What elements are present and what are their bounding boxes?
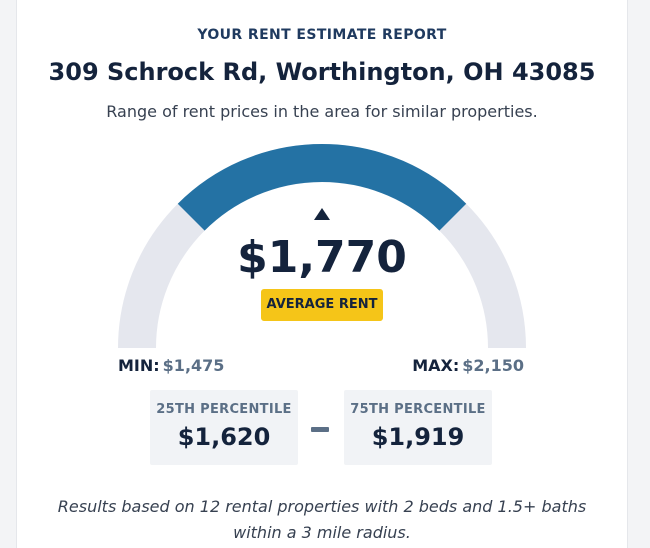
- percentile-25-value: $1,620: [177, 423, 271, 451]
- report-subtitle: Range of rent prices in the area for sim…: [106, 102, 538, 121]
- range-dash: [311, 427, 329, 432]
- percentile-75-value: $1,919: [371, 423, 465, 451]
- min-label: MIN:: [118, 356, 160, 375]
- min-rent: MIN: $1,475: [118, 356, 224, 375]
- percentile-75-label: 75TH PERCENTILE: [350, 402, 486, 417]
- average-marker-icon: [314, 208, 330, 220]
- footnote-line-2: within a 3 mile radius.: [233, 523, 411, 542]
- percentile-25-box: 25TH PERCENTILE $1,620: [150, 390, 298, 465]
- footnote-line-1: Results based on 12 rental properties wi…: [57, 497, 587, 516]
- rent-gauge: [118, 144, 526, 349]
- percentile-25-label: 25TH PERCENTILE: [156, 402, 292, 417]
- max-value: $2,150: [462, 356, 524, 375]
- results-footnote: Results based on 12 rental properties wi…: [47, 494, 597, 546]
- max-rent: MAX: $2,150: [412, 356, 524, 375]
- max-label: MAX:: [412, 356, 460, 375]
- gauge-range-arc: [177, 144, 467, 231]
- percentile-75-box: 75TH PERCENTILE $1,919: [344, 390, 492, 465]
- rent-estimate-card: YOUR RENT ESTIMATE REPORT 309 Schrock Rd…: [16, 0, 628, 548]
- report-eyebrow: YOUR RENT ESTIMATE REPORT: [197, 27, 447, 43]
- property-address: 309 Schrock Rd, Worthington, OH 43085: [48, 58, 596, 86]
- average-rent-value: $1,770: [237, 232, 407, 283]
- min-value: $1,475: [162, 356, 225, 375]
- average-rent-badge: AVERAGE RENT: [261, 289, 383, 321]
